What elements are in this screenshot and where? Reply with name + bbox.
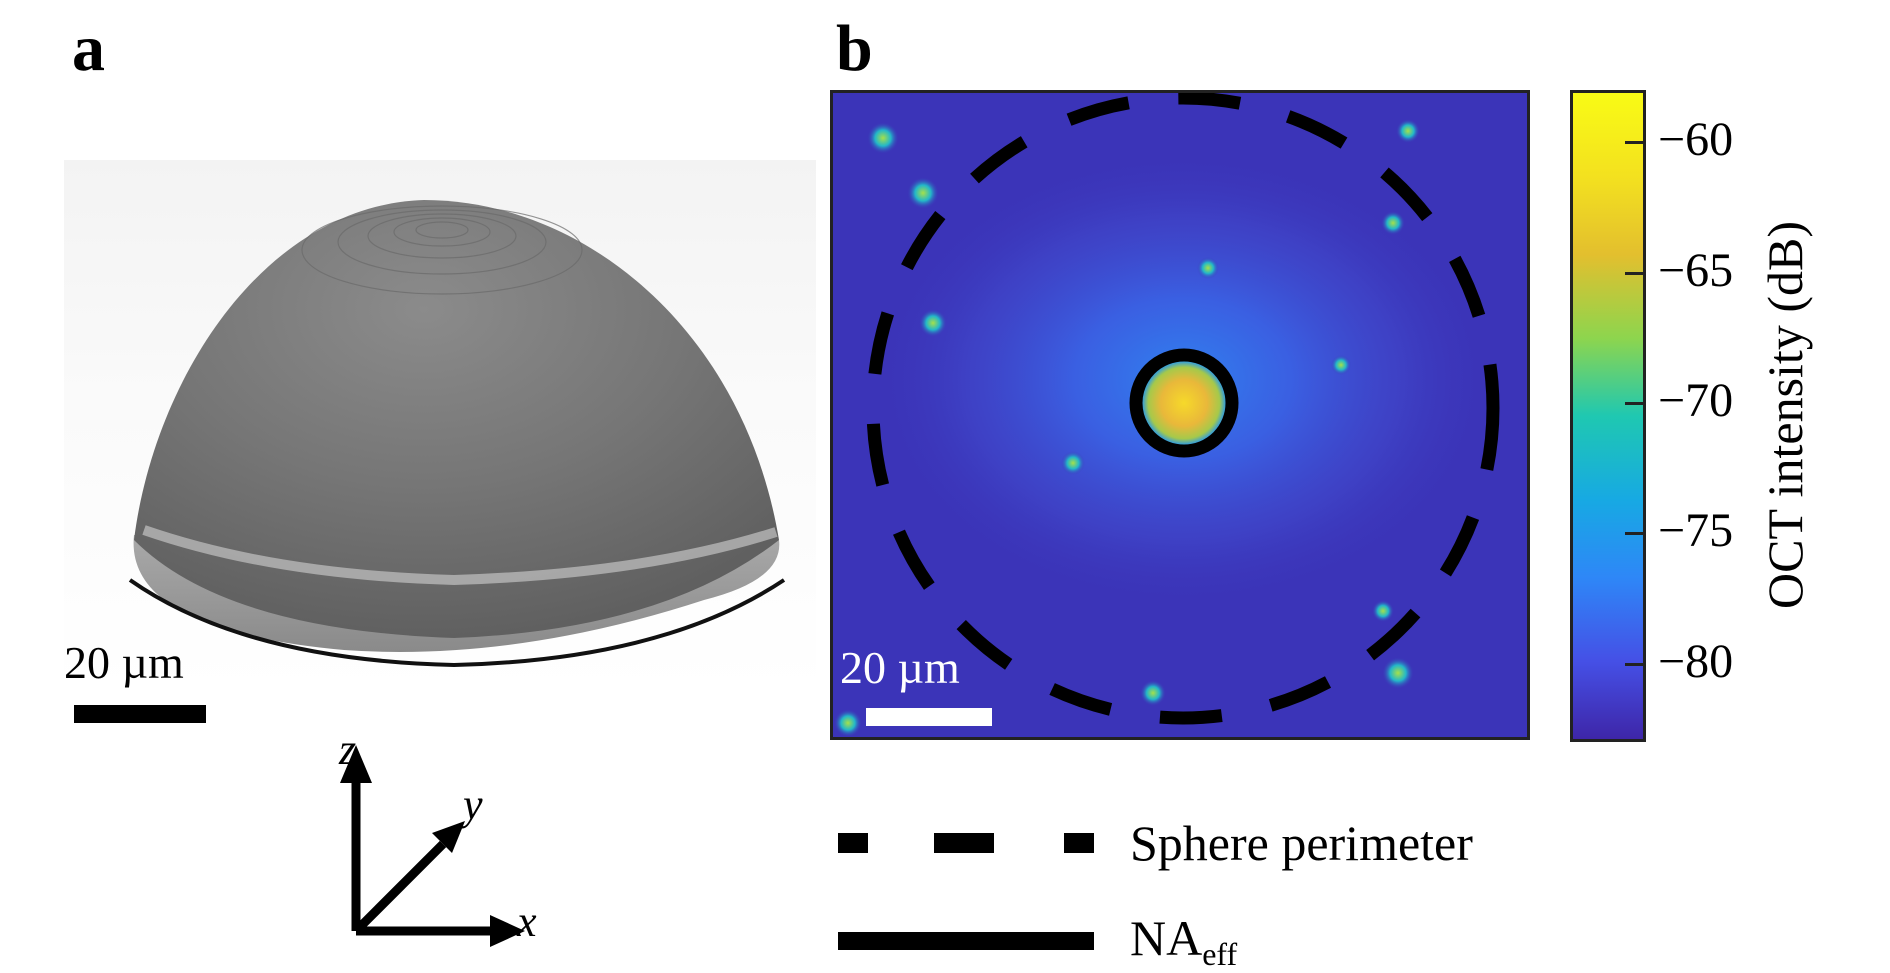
scale-bar-label-b: 20 µm	[840, 642, 960, 693]
legend-dashed-line	[838, 833, 1094, 853]
colorbar-tick	[1625, 662, 1643, 666]
legend-dash-segment	[838, 833, 868, 853]
colorbar-tick-label: −80	[1658, 634, 1734, 688]
legend-label-na: NA	[1130, 910, 1203, 966]
colorbar	[1570, 90, 1646, 742]
oct-image	[830, 90, 1530, 740]
colorbar-tick-label: −65	[1658, 243, 1734, 297]
colorbar-title: OCT intensity (dB)	[1757, 221, 1813, 609]
legend-solid-line	[838, 932, 1094, 950]
colorbar-tick	[1625, 141, 1643, 145]
colorbar-tick-label: −70	[1658, 373, 1734, 427]
axis-label-y: y	[463, 780, 483, 829]
legend-label-na-eff: NAeff	[1130, 913, 1237, 970]
sem-image	[64, 160, 816, 692]
legend-label-sphere-perimeter: Sphere perimeter	[1130, 815, 1473, 871]
axis-label-z: z	[339, 725, 357, 774]
colorbar-tick	[1625, 271, 1643, 275]
axis-label-x: x	[517, 897, 537, 946]
panel-label-a: a	[72, 12, 105, 85]
colorbar-tick	[1625, 532, 1643, 536]
panel-label-b: b	[836, 12, 873, 85]
colorbar-tick-label: −75	[1658, 504, 1734, 558]
scale-bar-b	[866, 708, 992, 726]
coordinate-axes	[340, 745, 525, 947]
scale-bar-label-a: 20 µm	[64, 637, 184, 688]
legend-dash-segment	[1064, 833, 1094, 853]
colorbar-tick	[1625, 401, 1643, 405]
legend-label-eff: eff	[1202, 936, 1238, 972]
legend-dash-segment	[934, 833, 994, 853]
colorbar-tick-label: −60	[1658, 113, 1734, 167]
scale-bar-a	[74, 705, 206, 723]
